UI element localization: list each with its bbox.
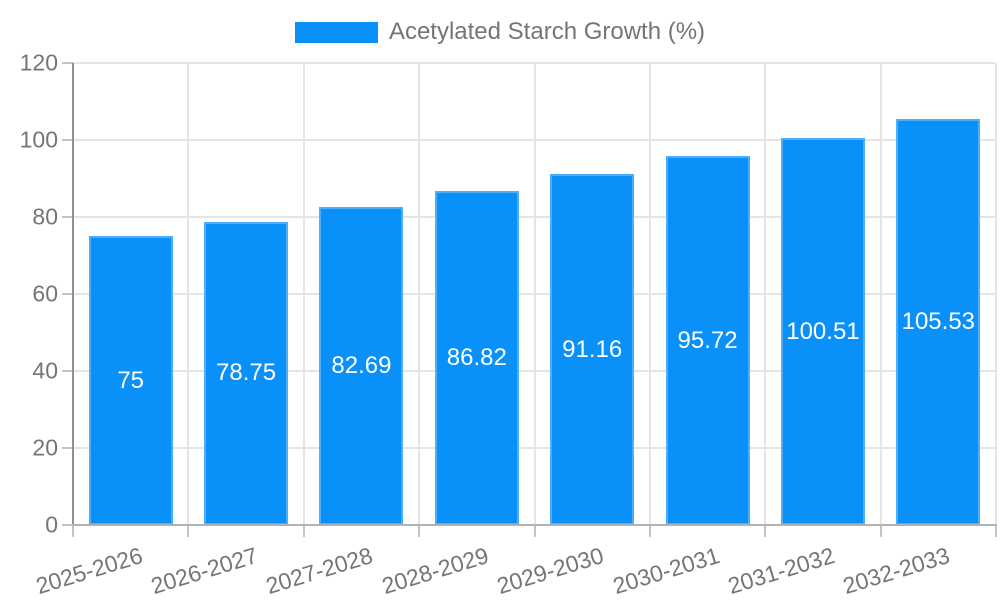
- bar-value-label: 78.75: [216, 359, 277, 387]
- bar[interactable]: 86.82: [434, 190, 519, 525]
- bar[interactable]: 95.72: [665, 156, 750, 525]
- y-axis-tick-label: 20: [32, 434, 58, 461]
- y-tick-mark: [62, 139, 73, 141]
- bar-value-label: 91.16: [562, 335, 623, 363]
- bar[interactable]: 82.69: [319, 206, 404, 525]
- x-tick-mark: [995, 525, 997, 537]
- legend[interactable]: Acetylated Starch Growth (%): [0, 20, 1000, 44]
- bar-value-label: 75: [117, 366, 145, 394]
- x-axis-tick-label: 2031-2032: [724, 542, 838, 600]
- v-gridline: [302, 63, 305, 525]
- v-gridline: [764, 63, 767, 525]
- y-axis-tick-label: 100: [19, 126, 58, 153]
- y-axis-tick-label: 60: [32, 280, 58, 307]
- y-tick-mark: [62, 524, 73, 526]
- y-tick-mark: [62, 447, 73, 449]
- bar[interactable]: 78.75: [204, 221, 289, 525]
- x-tick-mark: [302, 525, 305, 537]
- legend-swatch: [294, 21, 378, 43]
- y-tick-mark: [62, 370, 73, 372]
- bar[interactable]: 100.51: [780, 138, 865, 525]
- bar[interactable]: 91.16: [550, 174, 635, 525]
- y-axis-tick-label: 0: [45, 511, 58, 538]
- y-tick-mark: [62, 216, 73, 218]
- x-tick-mark: [879, 525, 882, 537]
- x-axis-tick-label: 2025-2026: [32, 542, 146, 600]
- bar[interactable]: 75: [88, 236, 173, 525]
- v-gridline: [648, 63, 651, 525]
- y-axis-line: [72, 63, 74, 525]
- x-axis-tick-label: 2026-2027: [147, 542, 261, 600]
- bar[interactable]: 105.53: [896, 118, 981, 525]
- x-axis-line: [72, 524, 997, 526]
- v-gridline: [418, 63, 421, 525]
- y-tick-mark: [62, 293, 73, 295]
- bar-value-label: 86.82: [446, 343, 507, 371]
- y-axis-tick-label: 80: [32, 203, 58, 230]
- x-axis-tick-label: 2029-2030: [493, 542, 607, 600]
- x-axis-tick-label: 2028-2029: [378, 542, 492, 600]
- bar-value-label: 100.51: [786, 317, 860, 345]
- x-tick-mark: [533, 525, 536, 537]
- x-tick-mark: [764, 525, 767, 537]
- x-axis-tick-label: 2032-2033: [840, 542, 953, 600]
- x-tick-mark: [648, 525, 651, 537]
- v-gridline: [533, 63, 536, 525]
- x-axis-tick-label: 2027-2028: [263, 542, 377, 600]
- legend-label: Acetylated Starch Growth (%): [388, 18, 706, 45]
- x-tick-mark: [418, 525, 421, 537]
- y-tick-mark: [62, 62, 73, 64]
- bar-value-label: 105.53: [901, 307, 976, 335]
- v-gridline: [879, 63, 882, 525]
- x-axis-tick-label: 2030-2031: [609, 542, 723, 600]
- x-tick-mark: [72, 525, 74, 537]
- x-tick-mark: [187, 525, 190, 537]
- v-gridline: [187, 63, 190, 525]
- bar-value-label: 82.69: [331, 351, 392, 379]
- v-gridline: [995, 63, 997, 525]
- y-axis-tick-label: 120: [19, 49, 58, 76]
- plot-area: 0 20 40 60 80 100 120 75 78.75 82.69 86.82 91.16 95.…: [20, 50, 997, 538]
- y-axis-tick-label: 40: [32, 357, 58, 384]
- bar-value-label: 95.72: [677, 326, 738, 354]
